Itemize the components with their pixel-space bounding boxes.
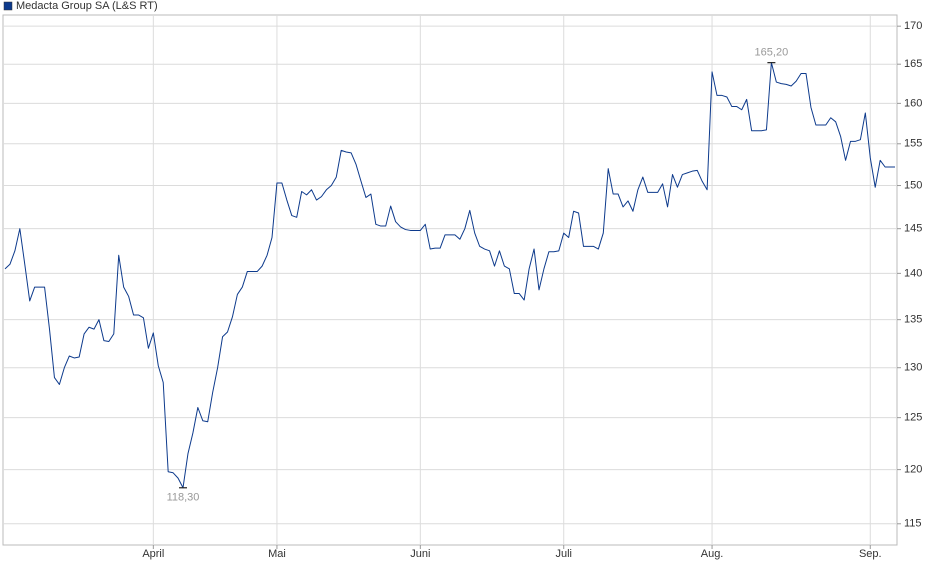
y-tick-label: 140 <box>904 267 922 279</box>
legend-swatch <box>3 1 13 11</box>
plot-frame <box>2 14 898 546</box>
x-tick-label: April <box>142 548 164 560</box>
x-tick-label: Juni <box>410 548 430 560</box>
x-tick-label: Aug. <box>701 548 724 560</box>
x-tick-label: Juli <box>555 548 572 560</box>
y-tick-label: 160 <box>904 97 922 109</box>
y-tick-label: 165 <box>904 58 922 70</box>
y-tick-label: 155 <box>904 138 922 150</box>
annotation-label: 165,20 <box>755 47 789 59</box>
y-tick-label: 115 <box>904 518 922 530</box>
y-tick-label: 130 <box>904 362 922 374</box>
y-tick-label: 135 <box>904 314 922 326</box>
y-tick-label: 145 <box>904 223 922 235</box>
y-tick-label: 120 <box>904 464 922 476</box>
y-tick-label: 150 <box>904 179 922 191</box>
y-tick-label: 125 <box>904 412 922 424</box>
price-line <box>4 62 895 489</box>
legend-label: Medacta Group SA (L&S RT) <box>16 0 158 12</box>
y-tick-label: 170 <box>904 20 922 32</box>
x-tick-label: Mai <box>268 548 286 560</box>
x-tick-label: Sep. <box>859 548 882 560</box>
annotation-label: 118,30 <box>167 492 200 504</box>
